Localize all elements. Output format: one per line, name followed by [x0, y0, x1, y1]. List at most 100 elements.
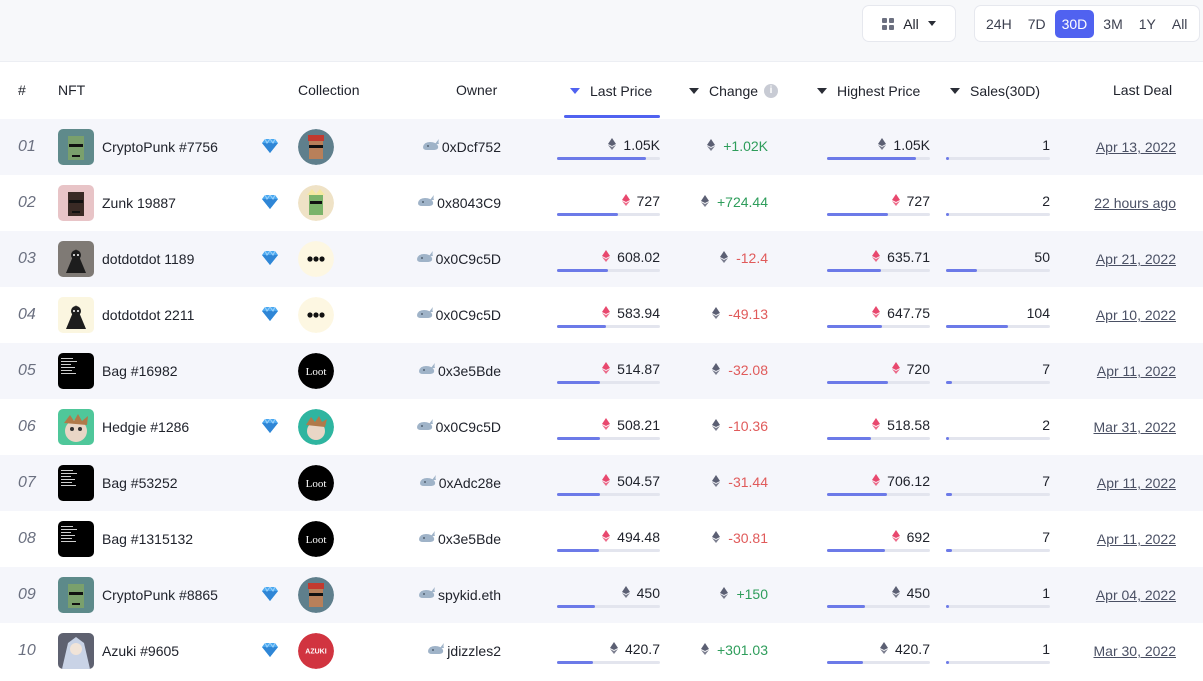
owner-address: 0xAdc28e — [419, 474, 501, 491]
collection-avatar[interactable] — [298, 297, 334, 333]
eth-icon — [602, 417, 611, 433]
last-deal-link[interactable]: Apr 10, 2022 — [1095, 307, 1176, 323]
whale-icon — [417, 194, 435, 211]
nft-thumbnail[interactable] — [58, 465, 94, 501]
last-price-cell: 504.57 — [557, 465, 660, 501]
last-price-cell: 608.02 — [557, 241, 660, 277]
owner-link[interactable]: spykid.eth — [437, 586, 501, 603]
highest-price-bar — [827, 381, 930, 384]
last-deal-link[interactable]: Apr 04, 2022 — [1095, 587, 1176, 603]
nft-name-link[interactable]: Zunk 19887 — [102, 195, 176, 211]
owner-link[interactable]: jdizzles2 — [447, 642, 501, 659]
eth-icon — [891, 585, 900, 601]
last-deal-link[interactable]: Apr 11, 2022 — [1096, 363, 1176, 379]
table-row[interactable]: 04 dotdotdot 2211 0x0C9c5D 583.94 -49.13… — [0, 287, 1203, 343]
period-button-all[interactable]: All — [1171, 15, 1188, 32]
collection-avatar[interactable]: Loot — [298, 465, 334, 501]
owner-link[interactable]: 0xAdc28e — [438, 474, 501, 491]
nft-name-link[interactable]: dotdotdot 2211 — [102, 307, 195, 323]
owner-address: 0x0C9c5D — [416, 250, 501, 267]
column-header-highest-price[interactable]: Highest Price — [817, 83, 920, 99]
nft-name-link[interactable]: CryptoPunk #8865 — [102, 587, 218, 603]
nft-name-link[interactable]: Bag #16982 — [102, 363, 178, 379]
table-row[interactable]: 03 dotdotdot 1189 0x0C9c5D 608.02 -12.4 … — [0, 231, 1203, 287]
last-deal-link[interactable]: Apr 11, 2022 — [1096, 531, 1176, 547]
nft-name-link[interactable]: Bag #1315132 — [102, 531, 194, 547]
svg-text:AZUKI: AZUKI — [305, 649, 326, 656]
last-deal-link[interactable]: Apr 13, 2022 — [1095, 139, 1176, 155]
nft-thumbnail[interactable] — [58, 577, 94, 613]
nft-name-link[interactable]: Bag #53252 — [102, 475, 178, 491]
table-row[interactable]: 01 CryptoPunk #7756 0xDcf752 1.05K +1.02… — [0, 119, 1203, 175]
last-price-value: 494.48 — [617, 529, 660, 545]
period-button-1y[interactable]: 1Y — [1138, 15, 1156, 32]
eth-icon — [602, 305, 611, 321]
owner-link[interactable]: 0x0C9c5D — [435, 306, 501, 323]
nft-name-link[interactable]: Azuki #9605 — [102, 643, 180, 659]
table-row[interactable]: 05 Bag #16982 Loot 0x3e5Bde 514.87 -32.0… — [0, 343, 1203, 399]
table-row[interactable]: 02 Zunk 19887 0x8043C9 727 +724.44 727 2… — [0, 175, 1203, 231]
nft-sales-table: # NFT Collection Owner Last Price Change… — [0, 61, 1203, 681]
table-row[interactable]: 10 Azuki #9605 AZUKI jdizzles2 420.7 +30… — [0, 623, 1203, 679]
sales-cell: 50 — [946, 241, 1050, 277]
last-price-value: 504.57 — [617, 473, 660, 489]
collection-avatar[interactable] — [298, 241, 334, 277]
column-header-change[interactable]: Change i — [689, 83, 779, 99]
period-button-7d[interactable]: 7D — [1027, 15, 1046, 32]
category-filter-dropdown[interactable]: All — [862, 5, 956, 42]
sales-count: 7 — [1042, 361, 1050, 377]
change-value: +724.44 — [717, 194, 768, 210]
last-deal-link[interactable]: Apr 21, 2022 — [1095, 251, 1176, 267]
last-deal-link[interactable]: Apr 11, 2022 — [1096, 475, 1176, 491]
nft-thumbnail[interactable] — [58, 297, 94, 333]
collection-avatar[interactable] — [298, 185, 334, 221]
sales-cell: 7 — [946, 465, 1050, 501]
nft-thumbnail[interactable] — [58, 633, 94, 669]
last-price-cell: 420.7 — [557, 633, 660, 669]
period-button-30d[interactable]: 30D — [1054, 9, 1095, 38]
owner-link[interactable]: 0x0C9c5D — [435, 418, 501, 435]
nft-thumbnail[interactable] — [58, 129, 94, 165]
sales-bar — [946, 157, 1050, 160]
sales-bar — [946, 437, 1050, 440]
owner-link[interactable]: 0x3e5Bde — [437, 362, 501, 379]
sales-count: 7 — [1042, 473, 1050, 489]
last-deal-link[interactable]: Mar 30, 2022 — [1093, 643, 1177, 659]
table-row[interactable]: 07 Bag #53252 Loot 0xAdc28e 504.57 -31.4… — [0, 455, 1203, 511]
owner-link[interactable]: 0xDcf752 — [441, 138, 501, 155]
period-button-3m[interactable]: 3M — [1103, 15, 1123, 32]
collection-avatar[interactable] — [298, 409, 334, 445]
info-icon[interactable]: i — [764, 84, 779, 98]
table-row[interactable]: 09 CryptoPunk #8865 spykid.eth 450 +150 … — [0, 567, 1203, 623]
nft-thumbnail[interactable] — [58, 521, 94, 557]
rank-number: 10 — [18, 642, 36, 659]
collection-avatar[interactable] — [298, 129, 334, 165]
nft-thumbnail[interactable] — [58, 353, 94, 389]
highest-price-bar — [827, 157, 930, 160]
eth-icon — [621, 193, 630, 209]
table-row[interactable]: 08 Bag #1315132 Loot 0x3e5Bde 494.48 -30… — [0, 511, 1203, 567]
nft-thumbnail[interactable] — [58, 185, 94, 221]
nft-thumbnail[interactable] — [58, 241, 94, 277]
nft-name-link[interactable]: CryptoPunk #7756 — [102, 139, 218, 155]
last-price-cell: 494.48 — [557, 521, 660, 557]
nft-name-link[interactable]: Hedgie #1286 — [102, 419, 190, 435]
collection-avatar[interactable] — [298, 577, 334, 613]
nft-name-link[interactable]: dotdotdot 1189 — [102, 251, 195, 267]
nft-thumbnail[interactable] — [58, 409, 94, 445]
collection-avatar[interactable]: AZUKI — [298, 633, 334, 669]
collection-avatar[interactable]: Loot — [298, 353, 334, 389]
last-deal-link[interactable]: 22 hours ago — [1094, 195, 1176, 211]
collection-avatar[interactable]: Loot — [298, 521, 334, 557]
owner-link[interactable]: 0x0C9c5D — [435, 250, 501, 267]
eth-icon — [879, 641, 888, 657]
last-deal-link[interactable]: Mar 31, 2022 — [1093, 419, 1177, 435]
highest-price-bar — [827, 493, 930, 496]
owner-link[interactable]: 0x3e5Bde — [437, 530, 501, 547]
period-button-24h[interactable]: 24H — [986, 15, 1012, 32]
chevron-down-icon — [927, 21, 936, 26]
column-header-last-price[interactable]: Last Price — [570, 83, 652, 99]
column-header-sales[interactable]: Sales(30D) — [950, 83, 1040, 99]
owner-link[interactable]: 0x8043C9 — [437, 194, 501, 211]
table-row[interactable]: 06 Hedgie #1286 0x0C9c5D 508.21 -10.36 5… — [0, 399, 1203, 455]
